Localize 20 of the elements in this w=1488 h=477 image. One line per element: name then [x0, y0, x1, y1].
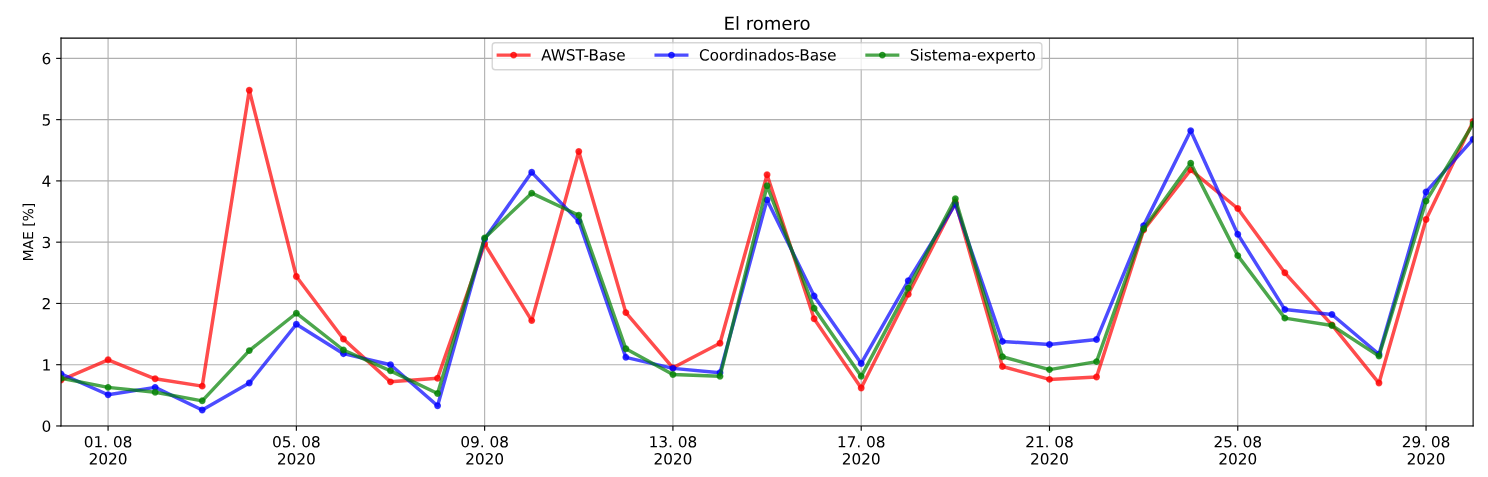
legend-label: AWST-Base: [541, 49, 625, 61]
y-tick-label: 2: [42, 297, 50, 310]
x-tick-label: 29. 08 2020: [1402, 435, 1450, 465]
x-tick-label: 05. 08 2020: [273, 435, 320, 465]
x-tick-label: 01. 08 2020: [84, 435, 132, 465]
x-tick-label: 21. 08 2020: [1026, 435, 1073, 465]
y-tick-label: 4: [42, 175, 51, 187]
y-tick-label: 5: [42, 114, 50, 126]
chart-title: El romero: [725, 16, 810, 31]
y-tick-label: 3: [42, 236, 51, 249]
legend-label: Sistema-experto: [910, 48, 1035, 64]
y-tick-label: 6: [42, 52, 51, 65]
x-tick-label: 09. 08 2020: [461, 435, 508, 465]
x-tick-label: 13. 08 2020: [650, 435, 697, 465]
x-tick-label: 17. 08 2020: [838, 435, 885, 465]
legend-label: Coordinados-Base: [699, 48, 836, 61]
y-axis-title: MAE [%]: [22, 203, 35, 261]
y-tick-label: 1: [43, 359, 50, 371]
y-tick-label: 0: [42, 420, 51, 432]
x-tick-label: 25. 08 2020: [1214, 435, 1262, 465]
